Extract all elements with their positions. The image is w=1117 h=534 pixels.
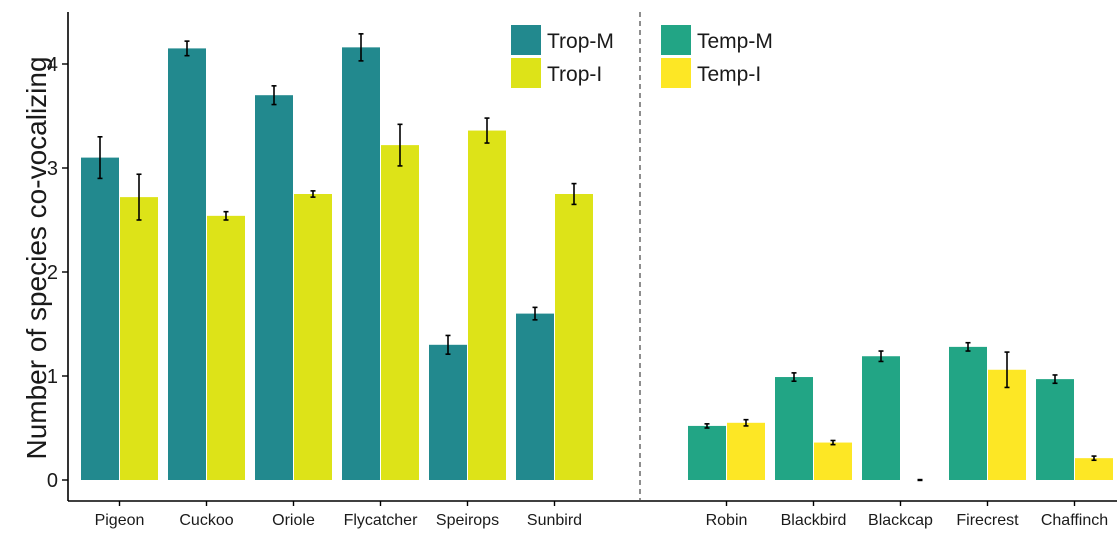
error-bar bbox=[1004, 351, 1010, 389]
legend-item-trop-i: Trop-I bbox=[511, 58, 602, 88]
error-bar bbox=[358, 33, 364, 62]
y-tick-label: 0 bbox=[47, 470, 58, 492]
bar-oriole-trop-m bbox=[255, 95, 293, 480]
error-bar bbox=[791, 372, 797, 383]
x-tick-label: Pigeon bbox=[95, 512, 145, 529]
bar-speirops-trop-i bbox=[468, 130, 506, 480]
axes: 0 1 2 3 4 bbox=[47, 12, 1117, 502]
x-tick-label: Flycatcher bbox=[344, 512, 418, 529]
error-bar bbox=[310, 190, 316, 198]
legend-swatch bbox=[511, 58, 541, 88]
bar-speirops-trop-m bbox=[429, 344, 467, 480]
bar-robin-temp-m bbox=[688, 425, 726, 480]
x-tick-label: Firecrest bbox=[956, 512, 1019, 529]
x-tick-label: Speirops bbox=[436, 512, 499, 529]
x-tick-label: Blackbird bbox=[781, 512, 847, 529]
x-tick-label: Blackcap bbox=[868, 512, 933, 529]
x-tick-label: Chaffinch bbox=[1041, 512, 1108, 529]
error-bars bbox=[97, 33, 1097, 482]
legend-label: Temp-M bbox=[697, 30, 773, 53]
error-bar bbox=[965, 341, 971, 352]
legend-swatch bbox=[661, 58, 691, 88]
x-tick-labels: Pigeon Cuckoo Oriole Flycatcher Speirops Sunb… bbox=[95, 501, 1108, 529]
bar-blackbird-temp-i bbox=[814, 442, 852, 480]
x-tick-label: Sunbird bbox=[527, 512, 582, 529]
error-bar bbox=[184, 40, 190, 57]
legend-item-temp-m: Temp-M bbox=[661, 25, 773, 55]
legend-item-trop-m: Trop-M bbox=[511, 25, 614, 55]
error-bar bbox=[571, 182, 577, 206]
legend-item-temp-i: Temp-I bbox=[661, 58, 761, 88]
bar-cuckoo-trop-m bbox=[168, 48, 206, 481]
legend-swatch bbox=[661, 25, 691, 55]
legend-label: Temp-I bbox=[697, 63, 761, 86]
bar-pigeon-trop-i bbox=[120, 197, 158, 480]
error-bar bbox=[445, 334, 451, 355]
error-bar bbox=[136, 173, 142, 221]
error-bar bbox=[97, 136, 103, 180]
x-tick-label: Cuckoo bbox=[179, 512, 233, 529]
legend-label: Trop-I bbox=[547, 63, 602, 86]
error-bar bbox=[704, 423, 710, 429]
bar-sunbird-trop-m bbox=[516, 313, 554, 480]
bar-flycatcher-trop-i bbox=[381, 145, 419, 480]
legend-label: Trop-M bbox=[547, 30, 614, 53]
y-axis-title: Number of species co-vocalizing bbox=[21, 56, 52, 459]
bars bbox=[81, 47, 1113, 481]
bar-sunbird-trop-i bbox=[555, 194, 593, 480]
bar-flycatcher-trop-m bbox=[342, 47, 380, 481]
error-bar bbox=[223, 210, 229, 221]
bar-robin-temp-i bbox=[727, 422, 765, 480]
x-tick-label: Robin bbox=[706, 512, 748, 529]
bar-chaffinch-temp-i bbox=[1075, 458, 1113, 480]
y-tick-label: 1 bbox=[47, 366, 58, 388]
error-bar bbox=[878, 350, 884, 363]
error-bar bbox=[1091, 455, 1097, 462]
error-bar bbox=[484, 117, 490, 144]
bar-blackcap-temp-m bbox=[862, 356, 900, 480]
error-bar bbox=[271, 85, 277, 106]
error-bar bbox=[743, 418, 749, 427]
error-bar bbox=[830, 439, 836, 446]
bar-chaffinch-temp-m bbox=[1036, 379, 1074, 480]
bar-blackbird-temp-m bbox=[775, 377, 813, 480]
bar-cuckoo-trop-i bbox=[207, 215, 245, 480]
y-tick-label: 2 bbox=[47, 262, 58, 284]
y-tick-label: 4 bbox=[47, 54, 58, 76]
x-tick-label: Oriole bbox=[272, 512, 315, 529]
bar-oriole-trop-i bbox=[294, 194, 332, 480]
bar-firecrest-temp-m bbox=[949, 346, 987, 480]
error-bar bbox=[532, 306, 538, 321]
legend-swatch bbox=[511, 25, 541, 55]
legend: Trop-M Trop-I Temp-M Temp-I bbox=[511, 25, 773, 88]
bar-pigeon-trop-m bbox=[81, 157, 119, 480]
error-bar bbox=[397, 123, 403, 167]
error-bar bbox=[1052, 374, 1058, 385]
y-tick-label: 3 bbox=[47, 158, 58, 180]
